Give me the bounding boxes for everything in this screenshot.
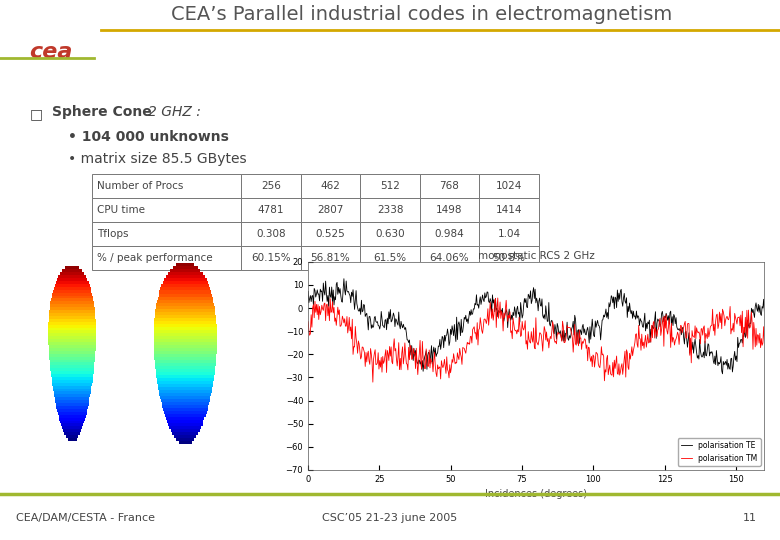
Bar [92, 221, 241, 246]
Bar [420, 198, 479, 221]
Line: polarisation TM: polarisation TM [308, 298, 764, 382]
Text: 56.81%: 56.81% [310, 253, 350, 262]
Text: CSC’05 21-23 june 2005: CSC’05 21-23 june 2005 [322, 514, 458, 523]
polarisation TE [718, 370, 727, 377]
polarisation TM [610, 357, 619, 363]
Bar [360, 198, 420, 221]
Text: 11: 11 [743, 514, 757, 523]
Bar [92, 174, 241, 198]
Text: 2807: 2807 [317, 205, 344, 215]
Text: 1024: 1024 [496, 181, 523, 191]
Bar [420, 246, 479, 269]
Text: CPU time: CPU time [98, 205, 145, 215]
Bar [241, 246, 301, 269]
Bar [301, 174, 360, 198]
Text: 462: 462 [321, 181, 340, 191]
polarisation TE [609, 294, 619, 300]
Bar [420, 221, 479, 246]
Text: 64.06%: 64.06% [430, 253, 470, 262]
Bar [479, 221, 539, 246]
Text: Sphere Cone: Sphere Cone [52, 105, 152, 119]
Bar [479, 174, 539, 198]
polarisation TE [647, 322, 657, 329]
Text: 50.8%: 50.8% [492, 253, 526, 262]
Bar [241, 198, 301, 221]
polarisation TE [339, 275, 349, 282]
Text: 1.04: 1.04 [498, 228, 520, 239]
Text: 0.984: 0.984 [434, 228, 464, 239]
polarisation TM [368, 379, 378, 386]
Text: 0.630: 0.630 [375, 228, 405, 239]
Text: • matrix size 85.5 GBytes: • matrix size 85.5 GBytes [69, 152, 247, 166]
Bar [92, 246, 241, 269]
Text: cea: cea [29, 42, 73, 62]
Bar [479, 246, 539, 269]
Text: □: □ [30, 107, 43, 121]
polarisation TM [493, 295, 502, 301]
Bar [420, 174, 479, 198]
Text: Tflops: Tflops [98, 228, 129, 239]
Text: 1498: 1498 [436, 205, 463, 215]
Text: 61.5%: 61.5% [374, 253, 406, 262]
Line: polarisation TE: polarisation TE [308, 279, 764, 374]
polarisation TE [303, 288, 313, 295]
Text: 4781: 4781 [257, 205, 284, 215]
Bar [360, 221, 420, 246]
Bar [241, 174, 301, 198]
polarisation TE [421, 348, 431, 354]
Bar [92, 198, 241, 221]
polarisation TE [760, 309, 769, 315]
Text: 512: 512 [380, 181, 400, 191]
Text: 768: 768 [440, 181, 459, 191]
Bar [301, 198, 360, 221]
Bar [360, 174, 420, 198]
Text: 2 GHZ :: 2 GHZ : [148, 105, 201, 119]
Text: 2338: 2338 [377, 205, 403, 215]
Legend: polarisation TE, polarisation TM: polarisation TE, polarisation TM [678, 438, 760, 466]
Text: CEA’s Parallel industrial codes in electromagnetism: CEA’s Parallel industrial codes in elect… [171, 5, 672, 24]
polarisation TM [648, 320, 658, 326]
Bar [241, 221, 301, 246]
polarisation TE [385, 315, 394, 322]
polarisation TM [760, 339, 769, 345]
Title: monostatic RCS 2 GHz: monostatic RCS 2 GHz [478, 251, 594, 261]
X-axis label: Incidences (degrees): Incidences (degrees) [485, 489, 587, 499]
Text: 0.525: 0.525 [316, 228, 346, 239]
Text: 256: 256 [261, 181, 281, 191]
polarisation TE [511, 308, 520, 314]
Bar [479, 198, 539, 221]
Text: 1414: 1414 [496, 205, 523, 215]
Bar [301, 246, 360, 269]
Text: CEA/DAM/CESTA - France: CEA/DAM/CESTA - France [16, 514, 154, 523]
polarisation TM [512, 327, 521, 334]
Text: 60.15%: 60.15% [251, 253, 291, 262]
Bar [360, 246, 420, 269]
polarisation TM [574, 342, 583, 349]
Text: % / peak performance: % / peak performance [98, 253, 213, 262]
polarisation TM [303, 319, 313, 325]
polarisation TE [573, 327, 583, 334]
Text: • 104 000 unknowns: • 104 000 unknowns [69, 130, 229, 144]
polarisation TM [385, 343, 394, 350]
Text: 0.308: 0.308 [256, 228, 285, 239]
polarisation TM [421, 346, 431, 352]
Text: Number of Procs: Number of Procs [98, 181, 183, 191]
Bar [301, 221, 360, 246]
